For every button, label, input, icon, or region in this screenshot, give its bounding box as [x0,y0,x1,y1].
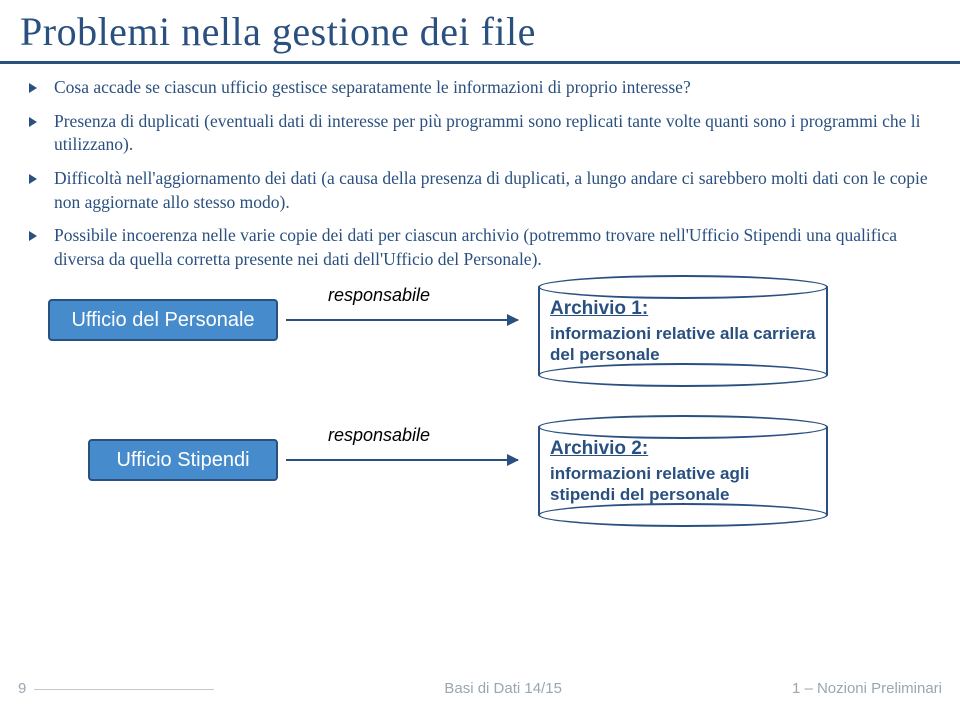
archive-2-cylinder: Archivio 2: informazioni relative agli s… [538,415,828,527]
bullet-text: Difficoltà nell'aggiornamento dei dati (… [54,167,932,214]
office-personale-box: Ufficio del Personale [48,299,278,341]
archive-1-cylinder: Archivio 1: informazioni relative alla c… [538,275,828,387]
page-number: 9 [18,680,26,697]
slide-title: Problemi nella gestione dei file [0,0,960,64]
diagram: Ufficio del Personale responsabile Archi… [28,281,932,551]
archive-2-subtitle: informazioni relative agli stipendi del … [550,463,816,506]
footer-divider [34,689,214,690]
bullet-icon [28,116,46,128]
arrow-label-1: responsabile [328,285,430,306]
arrow-2 [286,459,518,461]
archive-1-title: Archivio 1: [550,297,816,321]
bullet-item: Presenza di duplicati (eventuali dati di… [28,110,932,157]
bullet-icon [28,173,46,185]
arrow-label-2: responsabile [328,425,430,446]
footer-left: 9 [18,680,214,697]
bullet-text: Cosa accade se ciascun ufficio gestisce … [54,76,932,100]
office-stipendi-box: Ufficio Stipendi [88,439,278,481]
archive-1-subtitle: informazioni relative alla carriera del … [550,323,816,366]
bullet-text: Possibile incoerenza nelle varie copie d… [54,224,932,271]
footer-center: Basi di Dati 14/15 [214,680,792,697]
bullet-icon [28,230,46,242]
archive-2-title: Archivio 2: [550,437,816,461]
footer: 9 Basi di Dati 14/15 1 – Nozioni Prelimi… [0,680,960,697]
bullet-icon [28,82,46,94]
bullet-item: Cosa accade se ciascun ufficio gestisce … [28,76,932,100]
arrow-1 [286,319,518,321]
bullet-item: Difficoltà nell'aggiornamento dei dati (… [28,167,932,214]
footer-right: 1 – Nozioni Preliminari [792,680,942,697]
bullet-item: Possibile incoerenza nelle varie copie d… [28,224,932,271]
bullet-text: Presenza di duplicati (eventuali dati di… [54,110,932,157]
content-area: Cosa accade se ciascun ufficio gestisce … [0,64,960,551]
